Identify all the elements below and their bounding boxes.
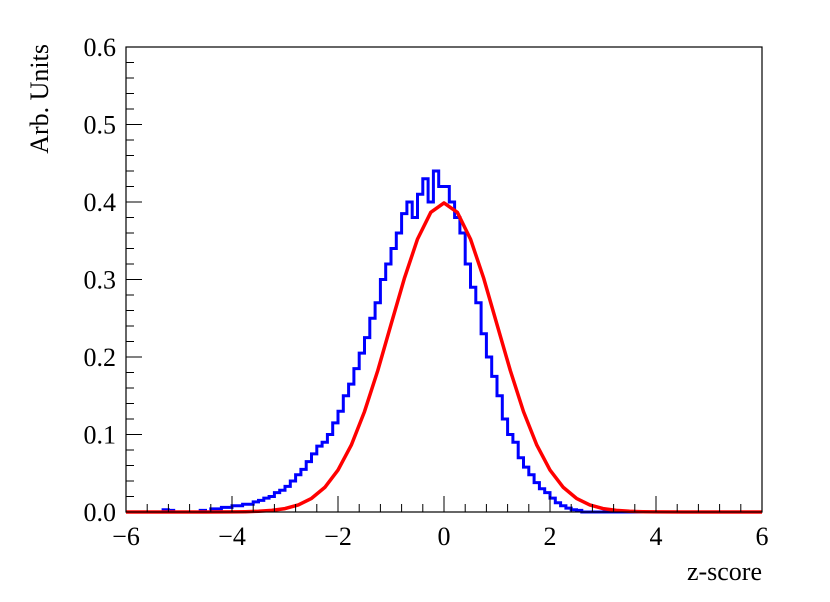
x-tick-label: 4 xyxy=(650,522,663,551)
y-tick-label: 0.4 xyxy=(84,188,117,217)
y-tick-label: 0.0 xyxy=(84,498,117,527)
x-tick-label: 0 xyxy=(438,522,451,551)
histogram-series xyxy=(126,169,762,514)
x-tick-label: 2 xyxy=(544,522,557,551)
plot-area xyxy=(126,169,762,514)
x-tick-label: −4 xyxy=(218,522,246,551)
y-tick-label: 0.2 xyxy=(84,343,117,372)
y-tick-label: 0.5 xyxy=(84,111,117,140)
x-tick-label: −6 xyxy=(112,522,140,551)
axes: −6 −4 −2 0 2 4 6 0.0 0.1 0.2 0.3 0.4 0.5 0.6 xyxy=(84,33,769,551)
plot-frame xyxy=(125,46,763,513)
y-tick-label: 0.6 xyxy=(84,33,117,62)
y-axis-title: Arb. Units xyxy=(25,44,54,154)
x-tick-label: −2 xyxy=(324,522,352,551)
x-axis-title: z-score xyxy=(687,557,762,586)
y-tick-label: 0.3 xyxy=(84,266,117,295)
x-tick-label: 6 xyxy=(756,522,769,551)
gaussian-fit-curve xyxy=(126,201,762,514)
y-tick-label: 0.1 xyxy=(84,421,117,450)
